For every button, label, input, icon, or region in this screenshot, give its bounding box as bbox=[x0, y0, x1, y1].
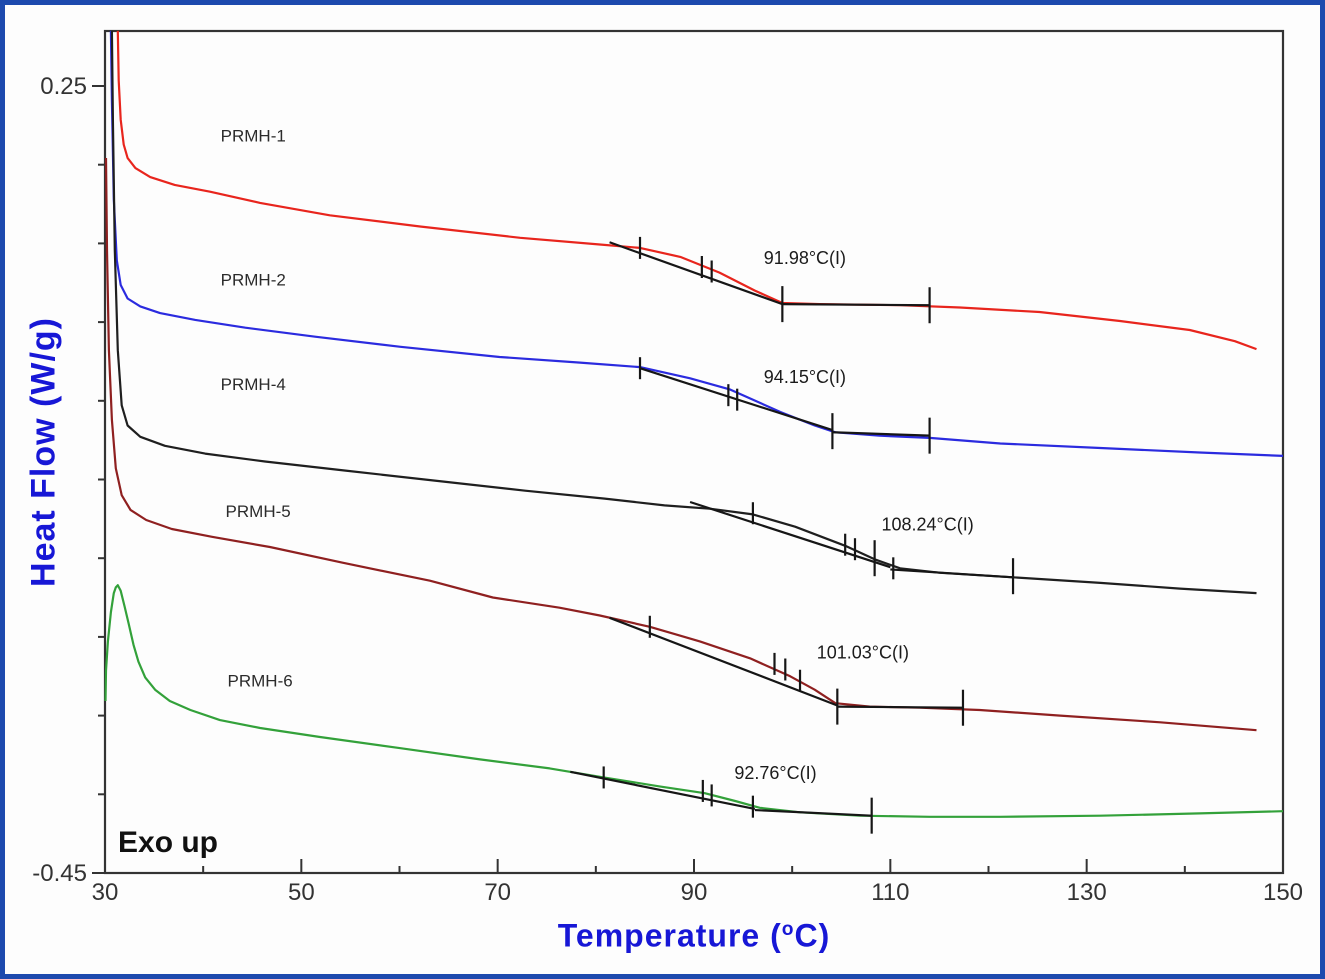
tangent-line-PRMH-6 bbox=[570, 770, 756, 810]
tg-annotation: 94.15°C(I) bbox=[764, 367, 846, 387]
x-tick-label: 110 bbox=[871, 879, 909, 906]
x-tick-label: 50 bbox=[288, 879, 315, 906]
x-tick-label: 130 bbox=[1067, 879, 1107, 906]
plot-frame bbox=[103, 29, 1285, 875]
y-tick-label: -0.45 bbox=[32, 860, 87, 887]
tg-annotation: 101.03°C(I) bbox=[817, 643, 909, 663]
series-label-PRMH-5: PRMH-5 bbox=[226, 502, 291, 521]
y-axis-title: Heat Flow (W/g) bbox=[24, 317, 63, 587]
series-label-PRMH-1: PRMH-1 bbox=[221, 126, 286, 145]
exo-up-label: Exo up bbox=[118, 826, 219, 859]
x-axis-title-pre: Temperature ( bbox=[557, 917, 782, 954]
tg-annotation: 91.98°C(I) bbox=[764, 248, 846, 268]
series-label-PRMH-6: PRMH-6 bbox=[228, 672, 293, 691]
tangent-line-PRMH-1 bbox=[609, 241, 783, 306]
tangent-line-PRMH-6 bbox=[754, 808, 872, 817]
tangent-line-PRMH-5 bbox=[837, 705, 963, 709]
x-tick-label: 70 bbox=[484, 879, 511, 906]
series-label-PRMH-4: PRMH-4 bbox=[221, 375, 286, 394]
tangent-line-PRMH-4 bbox=[689, 500, 891, 569]
tangent-line-PRMH-2 bbox=[832, 431, 930, 437]
tg-annotation: 92.76°C(I) bbox=[734, 763, 816, 783]
tg-annotation: 108.24°C(I) bbox=[882, 514, 974, 534]
tangent-line-PRMH-5 bbox=[609, 616, 838, 707]
x-tick-label: 150 bbox=[1263, 879, 1303, 906]
tangent-line-PRMH-4 bbox=[890, 568, 1014, 579]
x-tick-label: 30 bbox=[92, 879, 119, 906]
x-tick-label: 90 bbox=[681, 879, 708, 906]
series-label-PRMH-2: PRMH-2 bbox=[221, 270, 286, 289]
tangent-line-PRMH-1 bbox=[782, 303, 930, 307]
y-tick-label: 0.25 bbox=[40, 73, 87, 100]
x-axis-title-post: C) bbox=[794, 917, 831, 954]
x-axis-title: Temperature (oC) bbox=[558, 918, 831, 955]
series-curve-PRMH-1 bbox=[116, 30, 1257, 351]
series-curve-PRMH-2 bbox=[109, 30, 1284, 457]
x-axis-title-sup: o bbox=[781, 918, 795, 940]
series-curve-PRMH-6 bbox=[104, 584, 1284, 818]
